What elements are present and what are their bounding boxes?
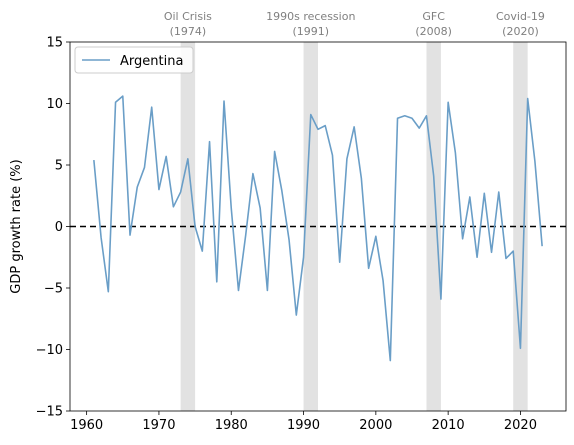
legend-label-argentina: Argentina bbox=[120, 54, 183, 69]
y-axis-ticks: −15 −10 −5 0 5 10 15 bbox=[36, 36, 70, 420]
crisis-band-0 bbox=[180, 42, 196, 411]
legend-box bbox=[74, 46, 194, 74]
x-tick-label-1980: 1980 bbox=[215, 418, 248, 433]
series-line-argentina bbox=[93, 95, 543, 362]
crisis-label-0-year: (1974) bbox=[170, 25, 207, 38]
y-tick-label-5: 5 bbox=[55, 159, 63, 174]
legend: Argentina bbox=[74, 46, 194, 74]
x-tick-label-2010: 2010 bbox=[432, 418, 465, 433]
y-tick-label--15: −15 bbox=[36, 405, 63, 420]
x-tick-label-2020: 2020 bbox=[504, 418, 537, 433]
crisis-label-0-name: Oil Crisis bbox=[164, 10, 212, 23]
crisis-label-1-name: 1990s recession bbox=[266, 10, 355, 23]
y-axis-label: GDP growth rate (%) bbox=[9, 159, 24, 293]
x-axis-ticks: 1960 1970 1980 1990 2000 2010 2020 bbox=[70, 411, 537, 433]
y-tick-label-10: 10 bbox=[46, 97, 63, 112]
x-tick-label-1960: 1960 bbox=[70, 418, 103, 433]
x-tick-label-1970: 1970 bbox=[142, 418, 175, 433]
crisis-label-3-year: (2020) bbox=[502, 25, 539, 38]
x-tick-label-1990: 1990 bbox=[287, 418, 320, 433]
y-tick-label--10: −10 bbox=[36, 343, 63, 358]
crisis-label-2-year: (2008) bbox=[415, 25, 452, 38]
crisis-label-2-name: GFC bbox=[422, 10, 445, 23]
crisis-label-3-name: Covid-19 bbox=[496, 10, 545, 23]
y-tick-label-15: 15 bbox=[46, 36, 63, 51]
x-tick-label-2000: 2000 bbox=[359, 418, 392, 433]
y-tick-label-0: 0 bbox=[55, 220, 63, 235]
crisis-label-1-year: (1991) bbox=[292, 25, 329, 38]
crisis-labels: Oil Crisis (1974) 1990s recession (1991) GFC… bbox=[164, 10, 545, 38]
y-tick-label--5: −5 bbox=[44, 282, 63, 297]
